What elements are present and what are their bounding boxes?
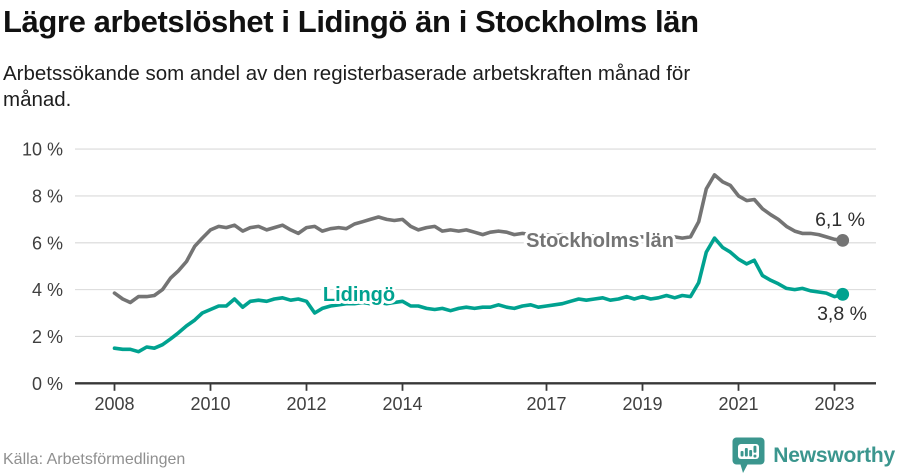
series-line-1 (112, 236, 845, 354)
x-tick-label: 2010 (190, 394, 230, 414)
chart-title: Lägre arbetslöshet i Lidingö än i Stockh… (3, 4, 699, 39)
series-label-halo: Lidingö (323, 284, 395, 306)
x-tick-label: 2014 (382, 394, 422, 414)
series-label-halo: Stockholms län (526, 230, 674, 252)
y-tick-label: 2 % (32, 327, 63, 347)
y-tick-label: 4 % (32, 280, 63, 300)
x-tick-label: 2023 (814, 394, 854, 414)
series-end-value: 6,1 % (815, 209, 865, 231)
chart-subtitle: Arbetssökande som andel av den registerb… (3, 61, 863, 113)
series-label: Stockholms län (526, 230, 674, 252)
x-tick-label: 2017 (526, 394, 566, 414)
subtitle-line-1: Arbetssökande som andel av den registerb… (3, 62, 691, 85)
x-tick-label: 2019 (622, 394, 662, 414)
series-end-dot (836, 287, 850, 301)
series-line-0 (112, 173, 845, 305)
x-tick-label: 2021 (718, 394, 758, 414)
newsworthy-wordmark: Newsworthy (773, 443, 895, 467)
series-end-dot (836, 234, 850, 247)
newsworthy-icon (732, 437, 765, 473)
series-end-value: 3,8 % (817, 303, 867, 325)
source-note: Källa: Arbetsförmedlingen (3, 451, 186, 468)
y-tick-label: 10 % (22, 140, 63, 160)
series-label: Lidingö (323, 284, 395, 306)
newsworthy-logo[interactable]: Newsworthy (732, 437, 895, 474)
y-tick-label: 8 % (32, 186, 63, 206)
x-tick-label: 2008 (94, 394, 134, 414)
y-tick-label: 0 % (32, 374, 63, 394)
x-tick-label: 2012 (286, 394, 326, 414)
y-tick-label: 6 % (32, 233, 63, 253)
subtitle-line-2: månad. (3, 88, 72, 111)
